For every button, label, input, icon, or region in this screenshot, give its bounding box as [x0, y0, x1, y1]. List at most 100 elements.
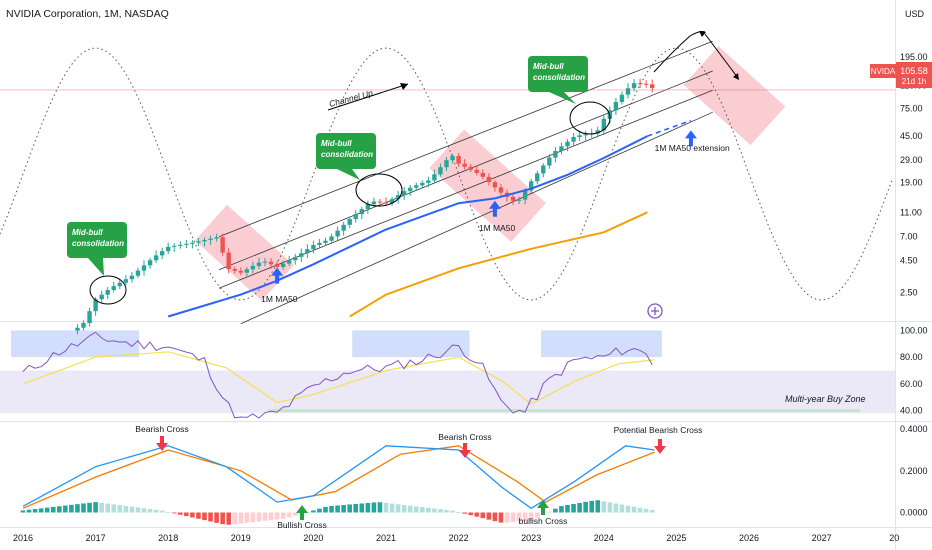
- macd-histogram-bar: [135, 507, 141, 513]
- macd-histogram-bar: [498, 512, 504, 523]
- macd-histogram-bar: [38, 508, 44, 513]
- macd-histogram-bar: [565, 505, 570, 513]
- price-tick-label: 19.00: [900, 178, 923, 188]
- macd-histogram-bar: [329, 505, 334, 513]
- macd-histogram-bar: [559, 506, 564, 513]
- macd-histogram-bar: [413, 506, 419, 513]
- buy-zone-band: [0, 370, 895, 414]
- candle-body: [420, 182, 425, 186]
- macd-histogram-bar: [395, 504, 401, 513]
- macd-histogram-bar: [613, 503, 619, 513]
- macd-histogram-bar: [81, 503, 86, 513]
- macd-histogram-bar: [75, 504, 80, 513]
- candle-body: [287, 260, 292, 264]
- candle-body: [456, 156, 461, 164]
- macd-histogram-bar: [190, 512, 195, 518]
- candle-body: [250, 265, 256, 270]
- channel-line-mid-upper: [218, 70, 713, 271]
- macd-histogram-bar: [359, 503, 365, 513]
- macd-histogram-bar: [643, 508, 649, 513]
- macd-histogram-bar: [171, 512, 177, 514]
- time-tick-label: 2020: [303, 533, 323, 543]
- candle-body: [583, 134, 588, 136]
- macd-histogram-bar: [244, 512, 250, 523]
- candle-body: [268, 261, 274, 265]
- candle-body: [293, 256, 298, 261]
- macd-histogram-bar: [256, 512, 262, 522]
- consolidation-ellipse-2020: [355, 173, 403, 207]
- channel-arrow-head: [400, 83, 408, 90]
- macd-histogram-bar: [571, 503, 576, 513]
- candle-body: [565, 141, 570, 147]
- candle-body: [480, 172, 485, 177]
- macd-histogram-bar: [50, 506, 56, 513]
- macd-histogram-bar: [317, 508, 322, 513]
- down-projection-head: [733, 73, 739, 80]
- bubble-2023: Mid-bull consolidation: [528, 56, 588, 104]
- candle-body: [637, 83, 643, 85]
- price-tick-label: 75.00: [900, 103, 923, 113]
- macd-histogram-bar: [365, 502, 371, 513]
- time-tick-label: 2018: [158, 533, 178, 543]
- candle-body: [553, 150, 558, 158]
- candle-body: [244, 269, 250, 273]
- rsi-tick-label: 40.00: [900, 406, 923, 416]
- macd-histogram-bar: [105, 503, 110, 513]
- candle-body: [510, 196, 516, 201]
- macd-histogram-bar: [347, 504, 352, 513]
- macd-histogram-bar: [353, 503, 359, 513]
- candle-body: [280, 263, 286, 267]
- down-projection-line: [704, 33, 739, 79]
- down-arrow-icon: [654, 439, 666, 454]
- price-tick-label: 45.00: [900, 131, 923, 141]
- candle-body: [619, 94, 625, 102]
- macd-histogram-bar: [165, 512, 171, 513]
- macd-histogram-bar: [625, 505, 631, 513]
- ma50-extension-line: [647, 119, 692, 137]
- chart-title: NVIDIA Corporation, 1M, NASDAQ: [6, 8, 169, 20]
- macd-histogram-bar: [516, 512, 522, 522]
- channel-line-upper: [218, 40, 713, 238]
- macd-histogram-bar: [547, 511, 552, 513]
- candle-body: [395, 195, 401, 200]
- candle-body: [601, 118, 606, 131]
- potential-bearish-label: Potential Bearish Cross: [614, 425, 703, 435]
- down-arrow-icon: [156, 436, 168, 451]
- bubble-line-1: Mid-bull: [72, 228, 103, 237]
- rsi-tick-label: 80.00: [900, 352, 923, 362]
- time-tick-label: 2027: [812, 533, 832, 543]
- candle-body: [486, 176, 492, 183]
- macd-histogram-bar: [153, 509, 159, 513]
- candle-body: [631, 83, 637, 89]
- candle-body: [178, 244, 183, 246]
- price-tag-symbol: NVIDA: [871, 67, 896, 76]
- rsi-ma-line: [22, 351, 655, 405]
- bubble-tail: [549, 92, 576, 104]
- price-tag[interactable]: NVIDA 105.58 21d 1h: [870, 62, 932, 88]
- candle-body: [595, 130, 600, 134]
- candle-body: [541, 165, 546, 174]
- channel-line-lower: [240, 111, 713, 325]
- down-arrow-icon: [459, 443, 471, 458]
- price-tag-symbol-bg: [870, 64, 896, 78]
- bearish-cross-label-2018: Bearish Cross: [135, 424, 188, 434]
- time-tick-label: 20: [889, 533, 899, 543]
- macd-histogram-bar: [631, 506, 637, 513]
- macd-histogram-bar: [232, 512, 238, 525]
- candle-body: [153, 255, 159, 261]
- macd-histogram-bar: [510, 512, 516, 523]
- consolidation-ellipse-2017: [89, 275, 127, 305]
- macd-histogram-bar: [389, 503, 395, 513]
- macd-histogram-bar: [649, 509, 655, 513]
- macd-histogram-bar: [99, 502, 104, 513]
- candle-body: [383, 202, 389, 204]
- macd-histogram-bar: [208, 512, 213, 522]
- candle-body: [274, 264, 280, 267]
- consolidation-ellipse-2023: [569, 101, 611, 135]
- candle-body: [159, 251, 165, 256]
- macd-histogram-bar: [93, 502, 98, 513]
- macd-histogram-bar: [474, 512, 480, 517]
- macd-histogram-bar: [444, 509, 449, 513]
- candle-body: [450, 156, 455, 161]
